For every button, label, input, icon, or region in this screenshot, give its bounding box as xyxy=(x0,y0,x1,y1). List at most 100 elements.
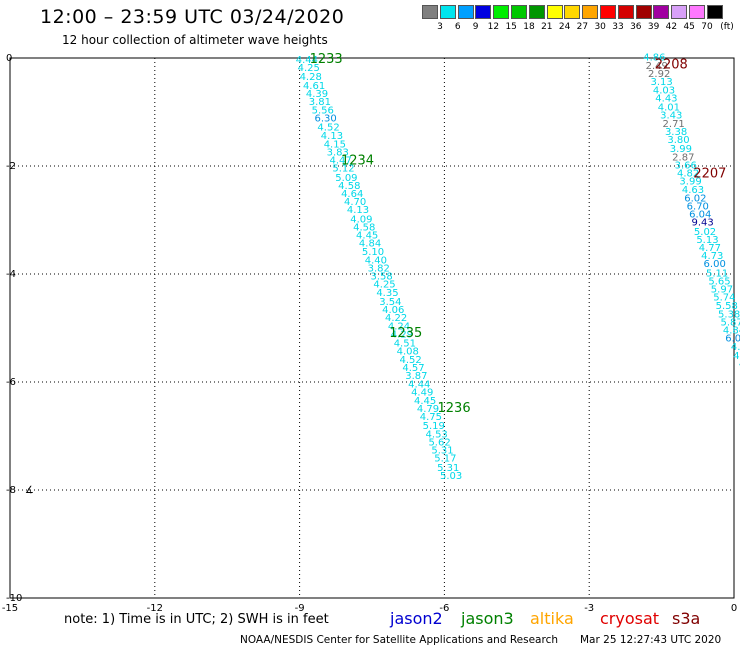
y-tick-label: -10 xyxy=(6,593,22,604)
y-tick-label: -8 xyxy=(6,485,16,496)
swh-point: 4.35 xyxy=(376,288,398,299)
x-tick-label: -9 xyxy=(295,603,305,614)
swh-point: 4.29 xyxy=(391,329,413,340)
swh-point: 5.31 xyxy=(437,463,459,474)
swh-point: 5.56 xyxy=(312,105,334,116)
swh-point: 4.84 xyxy=(359,239,381,250)
swh-point: 2.87 xyxy=(672,152,694,163)
swh-point: 4.52 xyxy=(399,355,421,366)
swh-point: 4.43 xyxy=(655,93,677,104)
swh-point: 4.08 xyxy=(397,347,419,358)
swh-point: 4.39 xyxy=(306,89,328,100)
credit-text: NOAA/NESDIS Center for Satellite Applica… xyxy=(240,634,558,646)
position-marker: ∡ xyxy=(25,485,34,496)
swh-point: 3.81 xyxy=(309,97,331,108)
legend-unit: (ft) xyxy=(720,22,734,32)
legend-label: 18 xyxy=(523,22,535,32)
legend-swatch xyxy=(475,5,492,19)
map-title: 12:00 – 23:59 UTC 03/24/2020 xyxy=(40,6,345,28)
swh-point: 6.00 xyxy=(704,259,726,270)
swh-point: 5.03 xyxy=(440,471,462,482)
swh-point: 4.75 xyxy=(420,412,442,423)
swh-point: 4.49 xyxy=(411,388,433,399)
swh-point: 4.01 xyxy=(658,103,680,114)
swh-point: 4.58 xyxy=(338,181,360,192)
legend-swatch xyxy=(600,5,616,19)
swh-point: 5.19 xyxy=(423,421,445,432)
legend-label: 30 xyxy=(594,22,606,32)
swh-point: 4.4 xyxy=(733,351,740,362)
legend-swatch xyxy=(564,5,581,19)
x-tick-label: -12 xyxy=(147,603,163,614)
swh-point: 5.13 xyxy=(696,235,718,246)
swh-point: 5.31 xyxy=(431,446,453,457)
swh-point: 4.63 xyxy=(682,185,704,196)
legend-label: 21 xyxy=(541,22,553,32)
axis-ticks: -15 -12 -9 -6 -3 0 0 -2 -4 -6 -8 -10 xyxy=(2,53,737,614)
swh-point: 5.97 xyxy=(711,285,733,296)
swh-point: 6.70 xyxy=(687,201,709,212)
legend-label: 33 xyxy=(612,22,624,32)
pass-label: 1236 xyxy=(438,401,471,416)
map-subtitle: 12 hour collection of altimeter wave hei… xyxy=(62,33,328,47)
swh-point: 4.24 xyxy=(388,321,410,332)
pass-label: 2207 xyxy=(693,166,726,181)
pass-label: 1234 xyxy=(341,154,374,169)
pass-labels: 1233 1234 1235 1236 2208 2207 ∡ xyxy=(25,52,727,496)
mission-label-s3a: s3a xyxy=(672,609,701,628)
swh-point: 3.80 xyxy=(667,135,689,146)
swh-point: 5.17 xyxy=(434,454,456,465)
legend-label: 24 xyxy=(558,22,571,32)
swh-point: 4.84 xyxy=(723,326,740,337)
grid-layer xyxy=(9,57,735,599)
swh-point: 4.47 xyxy=(329,156,351,167)
swh-point: 4.61 xyxy=(303,81,325,92)
swh-point: 4.09 xyxy=(350,214,372,225)
legend-label: 12 xyxy=(487,22,500,32)
y-tick-label: -6 xyxy=(6,377,16,388)
x-tick-label: -6 xyxy=(439,603,449,614)
swh-point: 4.25 xyxy=(298,63,320,74)
swh-point: 4.45 xyxy=(356,231,378,242)
swh-point: 4.86 xyxy=(643,52,665,63)
map-frame xyxy=(9,57,735,599)
swh-point: 3.99 xyxy=(679,177,701,188)
y-tick-label: -4 xyxy=(6,269,16,280)
mission-label-jason2: jason2 xyxy=(390,609,443,628)
swh-point: 6.02 xyxy=(684,193,706,204)
swh-point: 5.38 xyxy=(718,309,740,320)
swh-point: 4.57 xyxy=(402,363,424,374)
legend-swatch xyxy=(617,5,634,19)
swh-point: 5.58 xyxy=(716,301,738,312)
legend-label: 3 xyxy=(437,22,443,32)
swh-point: 4.28 xyxy=(300,72,322,83)
swh-point: 4.25 xyxy=(373,280,395,291)
swh-point: 4.73 xyxy=(701,251,723,262)
pass-label: 1235 xyxy=(389,326,422,341)
swh-point: 5.74 xyxy=(713,293,735,304)
swh-point: 3.38 xyxy=(665,127,687,138)
swh-point: 2.92 xyxy=(648,69,670,80)
swh-point: 4.64 xyxy=(341,189,363,200)
legend-label: 42 xyxy=(665,22,678,32)
legend-swatch xyxy=(511,5,527,19)
swh-point: 2.49 xyxy=(646,61,668,72)
legend-swatch xyxy=(439,5,456,19)
legend-label: 27 xyxy=(576,22,589,32)
mission-label-altika: altika xyxy=(530,609,574,628)
legend-swatch xyxy=(528,5,545,19)
swh-point: 4.44 xyxy=(296,55,318,66)
swh-point: 3.58 xyxy=(371,272,393,283)
legend-label: 39 xyxy=(647,22,660,32)
x-tick-label: 0 xyxy=(731,603,737,614)
legend-swatch xyxy=(635,5,652,19)
swh-point: 4.53 xyxy=(426,429,448,440)
swh-point: 5.65 xyxy=(708,276,730,287)
x-tick-label: -3 xyxy=(584,603,594,614)
swh-point: 4.13 xyxy=(347,205,369,216)
legend-swatch xyxy=(689,5,705,19)
swh-point: 5.87 xyxy=(720,318,740,329)
pass-label: 1233 xyxy=(310,52,343,67)
swh-point: 4.52 xyxy=(317,123,339,134)
legend-swatch xyxy=(457,5,474,19)
